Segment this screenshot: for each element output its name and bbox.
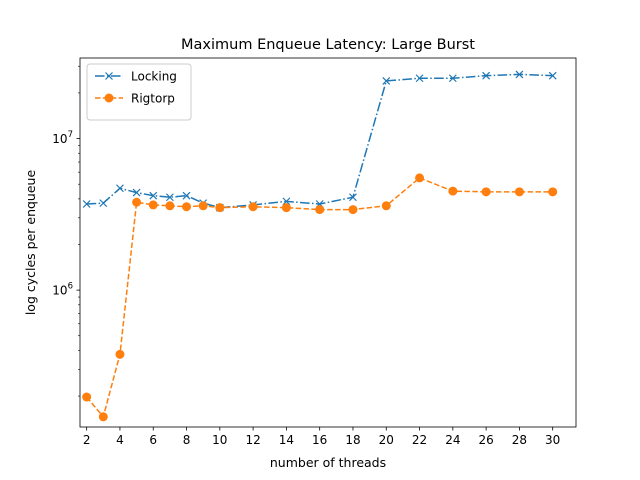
legend-marker-locking	[105, 72, 113, 80]
data-point-rigtorp	[82, 392, 92, 402]
x-tick-label: 4	[116, 433, 124, 447]
y-tick-label: 106	[52, 282, 73, 298]
data-point-locking	[99, 199, 108, 208]
series-layer	[82, 70, 558, 422]
legend-label-locking: Locking	[131, 70, 177, 84]
legend: Locking Rigtorp	[86, 63, 192, 121]
y-tick-label: 107	[52, 130, 73, 146]
y-axis-label: log cycles per enqueue	[23, 170, 38, 316]
legend-marker-rigtorp	[104, 93, 114, 103]
x-tick-label: 6	[149, 433, 157, 447]
x-tick-label: 18	[345, 433, 360, 447]
x-tick-label: 24	[445, 433, 460, 447]
x-axis-label: number of threads	[270, 455, 386, 470]
data-point-rigtorp	[514, 187, 524, 197]
data-point-rigtorp	[548, 187, 558, 197]
data-point-locking	[515, 70, 524, 79]
data-point-rigtorp	[315, 205, 325, 215]
data-point-locking	[349, 193, 357, 202]
data-point-locking	[415, 74, 424, 83]
legend-label-rigtorp: Rigtorp	[131, 92, 175, 106]
data-point-rigtorp	[182, 202, 192, 212]
x-tick-label: 8	[183, 433, 191, 447]
data-point-locking	[382, 77, 391, 85]
data-point-locking	[548, 71, 557, 80]
y-axis: 106 107	[52, 65, 80, 397]
data-point-rigtorp	[198, 201, 208, 211]
data-point-rigtorp	[481, 187, 491, 197]
x-tick-label: 28	[512, 433, 527, 447]
data-point-locking	[116, 184, 124, 193]
x-tick-label: 10	[212, 433, 227, 447]
data-point-locking	[82, 200, 91, 208]
data-point-rigtorp	[281, 203, 291, 213]
data-point-rigtorp	[248, 202, 258, 212]
legend-box	[86, 63, 192, 121]
data-point-locking	[282, 197, 291, 206]
data-point-rigtorp	[381, 201, 391, 211]
chart-title: Maximum Enqueue Latency: Large Burst	[181, 37, 475, 53]
data-point-locking	[165, 193, 174, 202]
data-point-rigtorp	[148, 200, 158, 210]
data-point-locking	[482, 71, 491, 80]
x-tick-label: 2	[83, 433, 91, 447]
data-point-locking	[448, 74, 457, 83]
x-tick-label: 26	[478, 433, 493, 447]
data-point-locking	[182, 191, 191, 200]
data-point-rigtorp	[215, 203, 225, 213]
data-point-rigtorp	[448, 186, 458, 196]
data-point-rigtorp	[132, 197, 142, 207]
x-tick-label: 30	[545, 433, 560, 447]
x-tick-label: 12	[245, 433, 260, 447]
data-point-locking	[149, 191, 158, 200]
data-point-rigtorp	[415, 173, 425, 183]
data-point-locking	[132, 188, 141, 197]
data-point-rigtorp	[98, 412, 108, 422]
data-point-rigtorp	[115, 349, 125, 359]
data-point-rigtorp	[348, 205, 358, 215]
data-point-rigtorp	[165, 201, 175, 211]
x-tick-label: 14	[279, 433, 294, 447]
x-tick-label: 22	[412, 433, 427, 447]
x-axis: 2 4 6 8 10 12 14 16 18 20 22 24 26 28 30	[83, 427, 560, 447]
x-tick-label: 20	[379, 433, 394, 447]
x-tick-label: 16	[312, 433, 327, 447]
